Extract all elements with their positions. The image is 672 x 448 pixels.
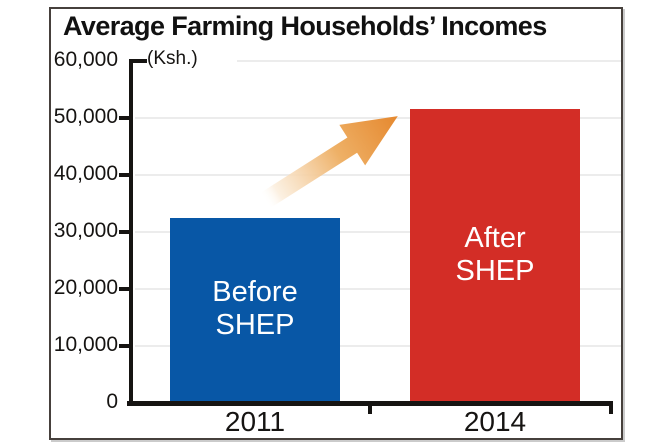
y-tick-label: 10,000: [53, 333, 118, 356]
gridline: [135, 174, 621, 176]
y-tick-label: 0: [106, 390, 118, 413]
y-axis-line: [129, 59, 133, 405]
y-tick-mark: [119, 173, 133, 177]
x-axis-end-tick: [609, 401, 613, 414]
y-tick-mark: [133, 59, 147, 63]
y-tick-label: 50,000: [53, 105, 118, 128]
gridline: [135, 231, 621, 233]
y-axis-unit-label: (Ksh.): [147, 48, 198, 69]
y-tick-label: 30,000: [53, 219, 118, 242]
y-tick-mark: [119, 344, 133, 348]
bar-label: Before SHEP: [212, 276, 298, 342]
y-tick-mark: [119, 287, 133, 291]
gridline: [135, 288, 621, 290]
y-tick-label: 60,000: [53, 48, 118, 71]
x-axis-mid-tick: [368, 401, 372, 414]
x-category-label: 2011: [224, 406, 286, 437]
y-tick-label: 20,000: [53, 276, 118, 299]
y-tick-mark: [119, 116, 133, 120]
bar-2014: After SHEP: [410, 109, 580, 401]
gridline: [135, 117, 621, 119]
gridline: [237, 60, 621, 62]
chart-title: Average Farming Households’ Incomes: [63, 11, 547, 41]
x-category-label: 2014: [463, 406, 527, 437]
bar-label: After SHEP: [455, 222, 535, 288]
bar-2011: Before SHEP: [170, 217, 340, 401]
y-tick-mark: [119, 230, 133, 234]
gridline: [135, 345, 621, 347]
y-tick-label: 40,000: [53, 162, 118, 185]
growth-arrow-icon: [259, 116, 398, 209]
